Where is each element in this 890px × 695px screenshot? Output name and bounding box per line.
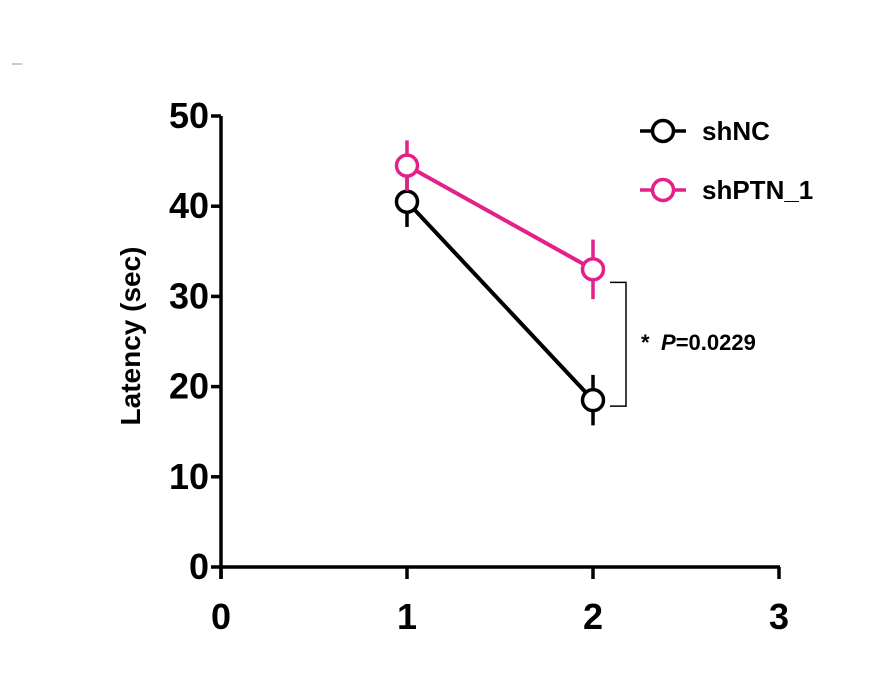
legend: shNC shPTN_1 xyxy=(640,116,813,205)
legend-item: shNC xyxy=(640,116,770,146)
p-symbol: P xyxy=(661,330,676,355)
series-line xyxy=(405,200,595,402)
y-tick-label: 40 xyxy=(169,185,209,226)
y-tick-label: 10 xyxy=(169,456,209,497)
series-shNC xyxy=(394,176,606,426)
p-value-label: P=0.0229 xyxy=(661,330,756,355)
legend-marker xyxy=(650,177,676,203)
data-point xyxy=(580,257,606,282)
y-tick-label: 50 xyxy=(169,95,209,136)
x-tick-label: 1 xyxy=(397,596,417,637)
y-ticks: 0 10 20 30 40 50 xyxy=(169,95,221,587)
significance-star: * xyxy=(641,330,650,355)
significance-bracket xyxy=(610,281,627,407)
x-tick-label: 0 xyxy=(211,596,231,637)
legend-label: shPTN_1 xyxy=(702,175,813,205)
series-line xyxy=(406,163,594,272)
legend-label: shNC xyxy=(702,116,770,146)
x-tick-label: 3 xyxy=(769,596,789,637)
y-axis-label: Latency (sec) xyxy=(115,247,146,426)
series-shPTN_1 xyxy=(394,140,606,300)
data-point xyxy=(580,387,606,413)
y-tick-label: 0 xyxy=(189,546,209,587)
x-tick-label: 2 xyxy=(583,596,603,637)
y-tick-label: 30 xyxy=(169,275,209,316)
legend-item: shPTN_1 xyxy=(640,175,813,205)
series-layer xyxy=(394,140,606,426)
legend-marker xyxy=(650,118,676,144)
x-ticks: 0 1 2 3 xyxy=(211,567,789,637)
p-value: =0.0229 xyxy=(676,330,756,355)
bracket-line xyxy=(610,281,627,407)
data-point xyxy=(394,189,420,214)
y-tick-label: 20 xyxy=(169,366,209,407)
data-point xyxy=(394,153,420,178)
